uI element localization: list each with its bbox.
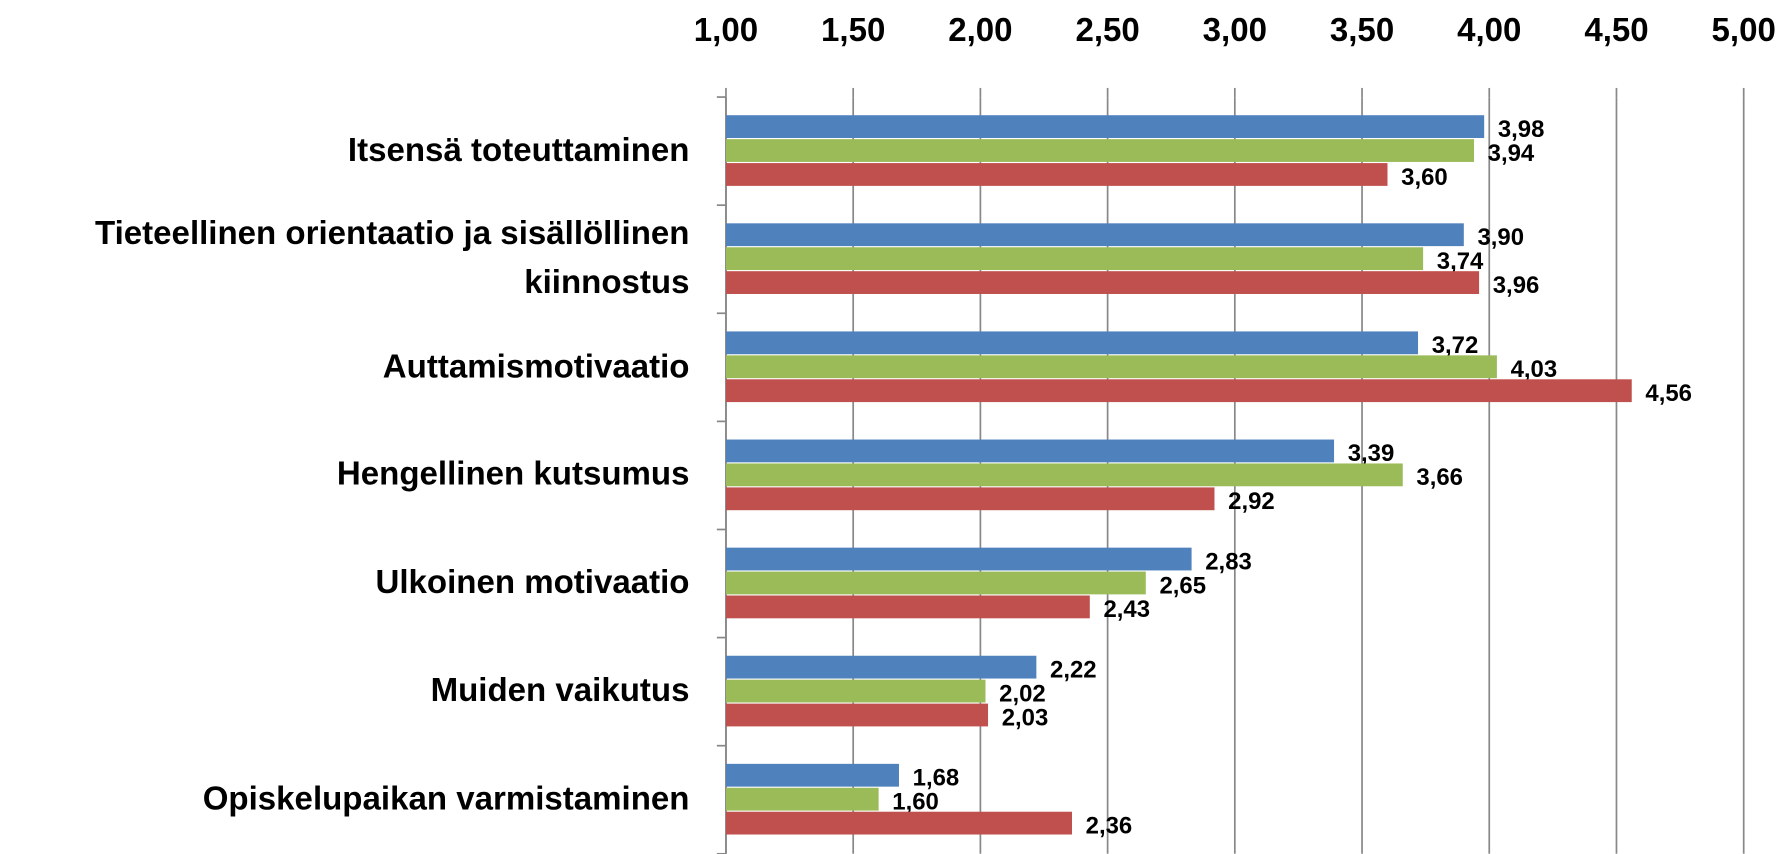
y-tick-label: Ulkoinen motivaatio <box>375 564 690 602</box>
bar <box>725 595 1090 619</box>
category-label-box: Auttamismotivaatio <box>382 348 690 385</box>
x-tick-label: 2,50 <box>1075 12 1139 49</box>
data-label: 3,98 <box>1498 116 1545 143</box>
data-label: 3,39 <box>1348 440 1395 467</box>
x-tick-label: 1,00 <box>694 12 758 49</box>
data-label: 3,74 <box>1437 248 1484 275</box>
data-label: 2,65 <box>1159 572 1206 599</box>
data-label: 2,36 <box>1086 812 1133 839</box>
bar <box>725 703 989 727</box>
category-label-box: Opiskelupaikan varmistaminen <box>202 780 690 818</box>
x-tick-label: 1,50 <box>821 12 885 49</box>
bar <box>725 163 1388 186</box>
y-tick-label: Tieteellinen orientaatio ja sisällölline… <box>95 215 690 302</box>
data-label: 2,02 <box>999 680 1046 707</box>
bar <box>725 223 1464 247</box>
data-label: 1,60 <box>892 789 939 816</box>
x-tick-label: 3,50 <box>1330 12 1394 49</box>
y-tick-label: Muiden vaikutus <box>430 672 690 710</box>
x-tick-label: 4,50 <box>1584 12 1648 49</box>
data-label: 3,72 <box>1432 332 1479 359</box>
data-label: 2,43 <box>1103 596 1150 623</box>
bar <box>725 547 1192 571</box>
data-label: 3,60 <box>1401 164 1448 191</box>
data-label: 2,83 <box>1205 548 1252 575</box>
data-label: 2,92 <box>1228 488 1275 515</box>
category-label-box: Tieteellinen orientaatio ja sisällölline… <box>95 215 690 302</box>
bar <box>725 487 1215 511</box>
y-tick-label: Hengellinen kutsumus <box>336 456 690 494</box>
category-label-box: Ulkoinen motivaatio <box>375 564 690 602</box>
bar <box>725 247 1424 271</box>
y-tick-label: Opiskelupaikan varmistaminen <box>202 780 690 818</box>
bar <box>725 679 986 703</box>
data-label: 3,94 <box>1488 140 1535 167</box>
bar <box>725 787 879 811</box>
bar <box>725 271 1480 294</box>
category-label-box: Muiden vaikutus <box>430 672 690 710</box>
y-tick-label: Auttamismotivaatio <box>382 348 690 385</box>
bar <box>725 115 1485 139</box>
bar <box>725 763 899 787</box>
bar <box>725 379 1632 403</box>
data-label: 4,03 <box>1511 356 1558 383</box>
category-label-box: Hengellinen kutsumus <box>336 456 690 494</box>
bar <box>725 355 1497 379</box>
bar <box>725 331 1419 355</box>
data-label: 1,68 <box>913 765 960 792</box>
x-tick-label: 4,00 <box>1457 12 1521 49</box>
y-tick-label: Itsensä toteuttaminen <box>347 132 690 169</box>
category-label-box: Itsensä toteuttaminen <box>347 132 690 169</box>
x-tick-label: 5,00 <box>1712 12 1776 49</box>
x-tick-label: 3,00 <box>1203 12 1267 49</box>
bar <box>725 439 1335 463</box>
bar <box>725 571 1146 595</box>
bar <box>725 655 1037 679</box>
bar <box>725 139 1474 162</box>
data-label: 3,90 <box>1477 224 1524 251</box>
data-label: 2,03 <box>1002 704 1049 731</box>
bar <box>725 811 1072 835</box>
data-label: 3,96 <box>1493 272 1540 299</box>
bar <box>725 463 1403 487</box>
data-label: 4,56 <box>1645 380 1692 407</box>
data-label: 3,66 <box>1416 464 1463 491</box>
x-tick-label: 2,00 <box>948 12 1012 49</box>
data-label: 2,22 <box>1050 656 1097 683</box>
